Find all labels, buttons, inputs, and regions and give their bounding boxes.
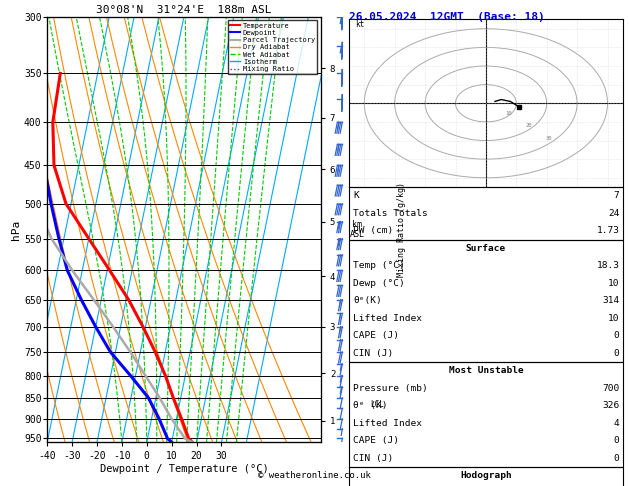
- Text: Most Unstable: Most Unstable: [448, 366, 523, 375]
- Text: CAPE (J): CAPE (J): [353, 436, 399, 445]
- Text: Lifted Index: Lifted Index: [353, 314, 423, 323]
- Text: Surface: Surface: [466, 244, 506, 253]
- Text: θᵉ (K): θᵉ (K): [353, 401, 388, 410]
- Legend: Temperature, Dewpoint, Parcel Trajectory, Dry Adiabat, Wet Adiabat, Isotherm, Mi: Temperature, Dewpoint, Parcel Trajectory…: [228, 20, 317, 74]
- Text: Pressure (mb): Pressure (mb): [353, 384, 428, 393]
- Text: 10: 10: [506, 111, 512, 116]
- Text: kt: kt: [355, 20, 364, 29]
- Text: 20: 20: [525, 123, 532, 128]
- Y-axis label: km
ASL: km ASL: [350, 220, 365, 239]
- Text: Hodograph: Hodograph: [460, 471, 512, 480]
- Title: 30°08'N  31°24'E  188m ASL: 30°08'N 31°24'E 188m ASL: [96, 5, 272, 15]
- X-axis label: Dewpoint / Temperature (°C): Dewpoint / Temperature (°C): [99, 464, 269, 474]
- Text: CAPE (J): CAPE (J): [353, 331, 399, 340]
- Text: 0: 0: [614, 454, 620, 463]
- Text: CIN (J): CIN (J): [353, 349, 394, 358]
- Text: 7: 7: [614, 191, 620, 200]
- Text: 26.05.2024  12GMT  (Base: 18): 26.05.2024 12GMT (Base: 18): [349, 12, 545, 22]
- Text: Lifted Index: Lifted Index: [353, 419, 423, 428]
- Text: 24: 24: [608, 209, 620, 218]
- Text: 10: 10: [608, 314, 620, 323]
- Y-axis label: hPa: hPa: [11, 220, 21, 240]
- Text: Totals Totals: Totals Totals: [353, 209, 428, 218]
- Text: 30: 30: [545, 136, 552, 140]
- Text: 700: 700: [603, 384, 620, 393]
- Text: 1.73: 1.73: [596, 226, 620, 235]
- Text: θᵉ(K): θᵉ(K): [353, 296, 382, 305]
- Text: 326: 326: [603, 401, 620, 410]
- Text: 10: 10: [608, 279, 620, 288]
- Text: LCL: LCL: [370, 399, 384, 409]
- Text: 0: 0: [614, 331, 620, 340]
- Text: 314: 314: [603, 296, 620, 305]
- Text: 18.3: 18.3: [596, 261, 620, 270]
- Text: 0: 0: [614, 436, 620, 445]
- Y-axis label: Mixing Ratio (g/kg): Mixing Ratio (g/kg): [397, 182, 406, 277]
- Text: © weatheronline.co.uk: © weatheronline.co.uk: [258, 471, 371, 480]
- Text: K: K: [353, 191, 359, 200]
- Text: 4: 4: [614, 419, 620, 428]
- Text: Temp (°C): Temp (°C): [353, 261, 405, 270]
- Text: 0: 0: [614, 349, 620, 358]
- Text: Dewp (°C): Dewp (°C): [353, 279, 405, 288]
- Text: PW (cm): PW (cm): [353, 226, 394, 235]
- Text: CIN (J): CIN (J): [353, 454, 394, 463]
